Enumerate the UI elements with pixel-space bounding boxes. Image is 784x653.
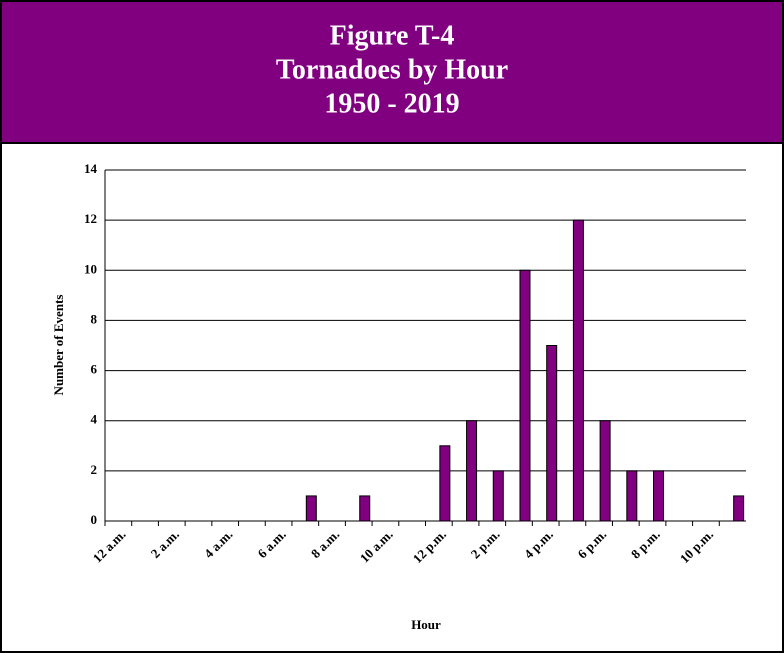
bar xyxy=(519,269,531,522)
bar xyxy=(305,495,317,522)
y-tick-label: 10 xyxy=(84,261,97,276)
bar xyxy=(572,219,584,522)
bar xyxy=(626,470,638,522)
bar xyxy=(733,495,745,522)
bar xyxy=(439,445,451,522)
chart-title: Tornadoes by Hour xyxy=(276,54,508,85)
bar xyxy=(653,470,665,522)
y-tick-label: 4 xyxy=(91,412,98,427)
chart-title: Figure T-4 xyxy=(330,20,455,51)
y-tick-label: 0 xyxy=(91,512,98,527)
header xyxy=(0,0,784,144)
chart-title: 1950 - 2019 xyxy=(324,88,459,119)
x-axis-label: Hour xyxy=(411,617,441,632)
y-tick-label: 6 xyxy=(91,362,98,377)
y-tick-label: 12 xyxy=(84,211,97,226)
bar xyxy=(492,470,504,522)
y-tick-label: 2 xyxy=(91,462,98,477)
y-axis-label: Number of Events xyxy=(51,295,66,396)
y-tick-label: 8 xyxy=(91,311,98,326)
y-tick-label: 14 xyxy=(84,161,98,176)
bar xyxy=(359,495,371,522)
bar xyxy=(466,420,478,522)
bar xyxy=(599,420,611,522)
bar xyxy=(546,345,558,522)
